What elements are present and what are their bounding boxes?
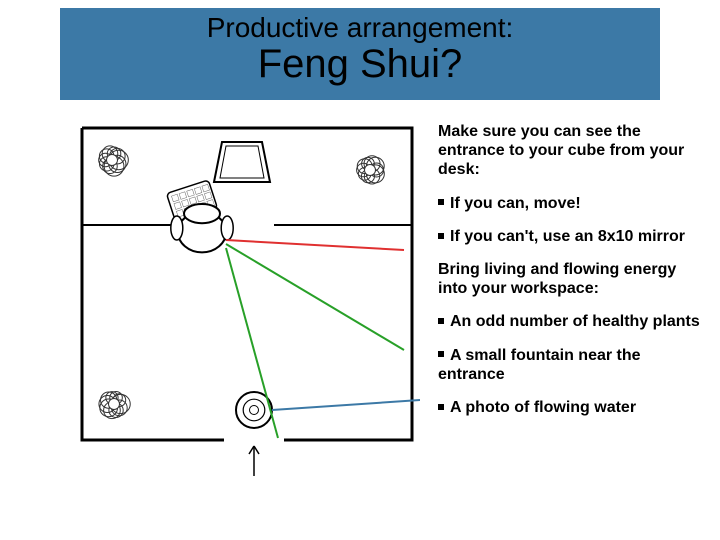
bullet-4-text: A small fountain near the entrance	[438, 347, 641, 383]
bullet-2: If you can't, use an 8x10 mirror	[438, 227, 708, 246]
bullet-2-text: If you can't, use an 8x10 mirror	[450, 228, 685, 245]
bullet-5: A photo of flowing water	[438, 398, 708, 417]
bullet-icon	[438, 199, 444, 205]
bullet-icon	[438, 404, 444, 410]
floorplan-svg	[74, 120, 420, 480]
bullet-icon	[438, 318, 444, 324]
title-line-1: Productive arrangement:	[60, 12, 660, 44]
bullet-icon	[438, 351, 444, 357]
title-line-2: Feng Shui?	[60, 42, 660, 87]
paragraph-2: Bring living and flowing energy into you…	[438, 260, 708, 298]
instructions-column: Make sure you can see the entrance to yo…	[438, 122, 708, 431]
title-bar: Productive arrangement: Feng Shui?	[60, 8, 660, 100]
bullet-1-text: If you can, move!	[450, 195, 581, 212]
bullet-1: If you can, move!	[438, 194, 708, 213]
bullet-4: A small fountain near the entrance	[438, 346, 708, 384]
floorplan-diagram	[74, 120, 420, 480]
bullet-3: An odd number of healthy plants	[438, 312, 708, 331]
bullet-3-text: An odd number of healthy plants	[450, 313, 700, 330]
paragraph-1: Make sure you can see the entrance to yo…	[438, 122, 708, 180]
bullet-5-text: A photo of flowing water	[450, 399, 636, 416]
bullet-icon	[438, 233, 444, 239]
